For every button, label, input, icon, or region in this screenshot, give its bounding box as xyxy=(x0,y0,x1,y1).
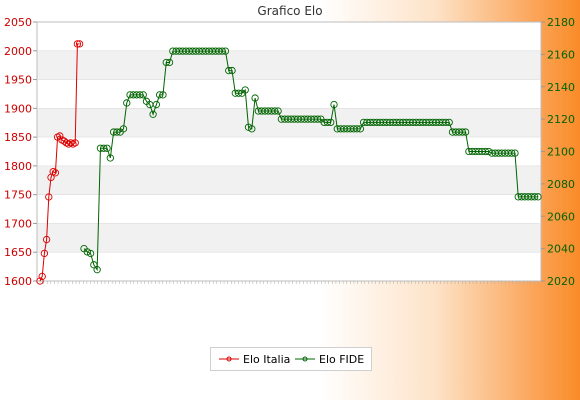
series-line xyxy=(39,43,80,282)
left-tick-label: 1800 xyxy=(4,160,32,173)
left-tick-label: 1950 xyxy=(4,74,32,87)
data-point xyxy=(461,128,470,136)
data-point xyxy=(139,91,147,99)
data-point xyxy=(165,58,174,67)
data-point xyxy=(234,89,243,97)
data-point xyxy=(228,66,236,75)
data-point xyxy=(531,193,539,201)
right-tick-label: 2020 xyxy=(547,275,575,288)
data-point xyxy=(241,86,249,94)
data-point xyxy=(149,110,157,118)
legend-item-fide: Elo FIDE xyxy=(295,351,364,367)
right-tick-label: 2100 xyxy=(547,146,575,159)
legend: Elo Italia Elo FIDE xyxy=(210,347,372,371)
data-point xyxy=(40,249,49,258)
data-point xyxy=(106,154,114,162)
data-point xyxy=(75,40,84,48)
data-point xyxy=(485,147,493,156)
data-point xyxy=(51,169,60,177)
data-point xyxy=(159,91,167,99)
data-point xyxy=(42,235,51,244)
left-tick-label: 2050 xyxy=(4,16,32,29)
data-point xyxy=(162,58,170,67)
data-point xyxy=(313,115,322,123)
data-point xyxy=(511,149,519,157)
data-point xyxy=(83,248,91,256)
legend-swatch-italia xyxy=(219,356,239,362)
data-point xyxy=(244,123,253,131)
data-point xyxy=(218,47,226,55)
data-point xyxy=(221,47,230,55)
data-point xyxy=(93,266,101,274)
data-point xyxy=(356,125,364,133)
right-tick-label: 2140 xyxy=(547,81,575,94)
legend-item-italia: Elo Italia xyxy=(219,351,290,367)
left-tick-label: 2000 xyxy=(4,45,32,58)
data-point xyxy=(327,118,335,127)
chart-title: Grafico Elo xyxy=(257,4,323,18)
data-point xyxy=(45,193,53,201)
data-point xyxy=(251,94,259,102)
data-point xyxy=(271,107,279,115)
left-tick-label: 1750 xyxy=(4,189,32,202)
legend-swatch-fide xyxy=(295,356,315,362)
right-axis-ticks: 2020 2040 2060 2080 2100 2120 2140 2160 2180 xyxy=(541,16,575,288)
data-point xyxy=(119,125,128,133)
data-point xyxy=(330,100,338,109)
series-elo-italia xyxy=(36,40,84,285)
left-tick-label: 1600 xyxy=(4,275,32,288)
data-point xyxy=(113,128,121,136)
left-tick-label: 1650 xyxy=(4,246,32,259)
data-point xyxy=(534,193,542,201)
data-point xyxy=(152,100,161,109)
data-point xyxy=(90,261,98,269)
data-point xyxy=(323,118,332,127)
right-tick-label: 2180 xyxy=(547,16,575,29)
data-point xyxy=(36,277,44,285)
data-point xyxy=(481,147,490,156)
grid-band xyxy=(37,223,541,253)
data-point xyxy=(100,144,108,152)
right-tick-label: 2080 xyxy=(547,178,575,191)
data-point xyxy=(103,144,111,152)
right-tick-label: 2040 xyxy=(547,243,575,256)
data-point xyxy=(123,99,131,107)
right-tick-label: 2120 xyxy=(547,113,575,126)
data-point xyxy=(445,118,453,127)
left-tick-label: 1850 xyxy=(4,131,32,144)
left-axis-ticks: 1600 1650 1700 1750 1800 1850 1900 1950 2000 2050 xyxy=(4,16,37,288)
data-point xyxy=(274,107,282,115)
data-point xyxy=(442,118,450,127)
grid-band xyxy=(37,50,541,80)
grid-band xyxy=(37,165,541,195)
data-point xyxy=(71,139,79,147)
series-elo-fide xyxy=(80,47,542,274)
data-point xyxy=(73,40,82,48)
plot-frame xyxy=(36,21,542,282)
legend-label-fide: Elo FIDE xyxy=(319,352,365,366)
legend-label-italia: Elo Italia xyxy=(243,352,291,366)
left-tick-label: 1700 xyxy=(4,217,32,230)
data-point xyxy=(458,128,466,136)
data-point xyxy=(248,125,256,133)
right-tick-label: 2160 xyxy=(547,48,575,61)
data-point xyxy=(86,249,95,258)
right-tick-label: 2060 xyxy=(547,210,575,223)
left-tick-label: 1900 xyxy=(4,102,32,115)
data-point xyxy=(56,132,64,140)
data-point xyxy=(508,149,516,157)
data-point xyxy=(38,272,46,281)
data-point xyxy=(225,66,233,75)
x-axis-ticks xyxy=(39,281,539,284)
data-point xyxy=(353,125,361,133)
data-point xyxy=(156,91,164,99)
data-point xyxy=(136,91,144,99)
